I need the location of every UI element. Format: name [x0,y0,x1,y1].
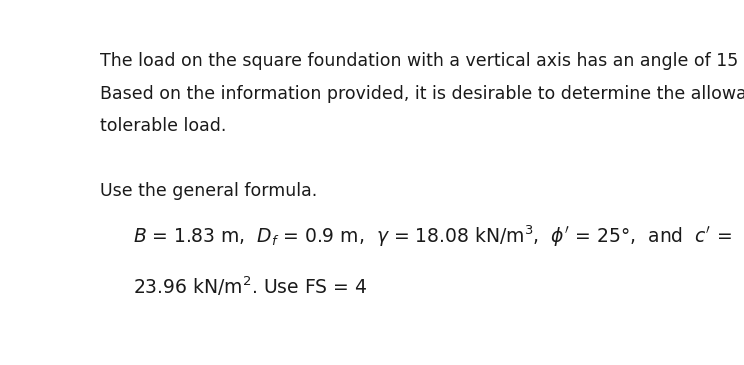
Text: tolerable load.: tolerable load. [100,117,227,135]
Text: The load on the square foundation with a vertical axis has an angle of 15 degree: The load on the square foundation with a… [100,52,744,70]
Text: Use the general formula.: Use the general formula. [100,181,318,200]
Text: 23.96 kN/m$^2$. Use FS = 4: 23.96 kN/m$^2$. Use FS = 4 [133,274,368,298]
Text: $B$ = 1.83 m,  $D_f$ = 0.9 m,  $\gamma$ = 18.08 kN/m$^3$,  $\phi'$ = 25°,  and  : $B$ = 1.83 m, $D_f$ = 0.9 m, $\gamma$ = … [133,224,732,249]
Text: Based on the information provided, it is desirable to determine the allowable: Based on the information provided, it is… [100,85,744,103]
